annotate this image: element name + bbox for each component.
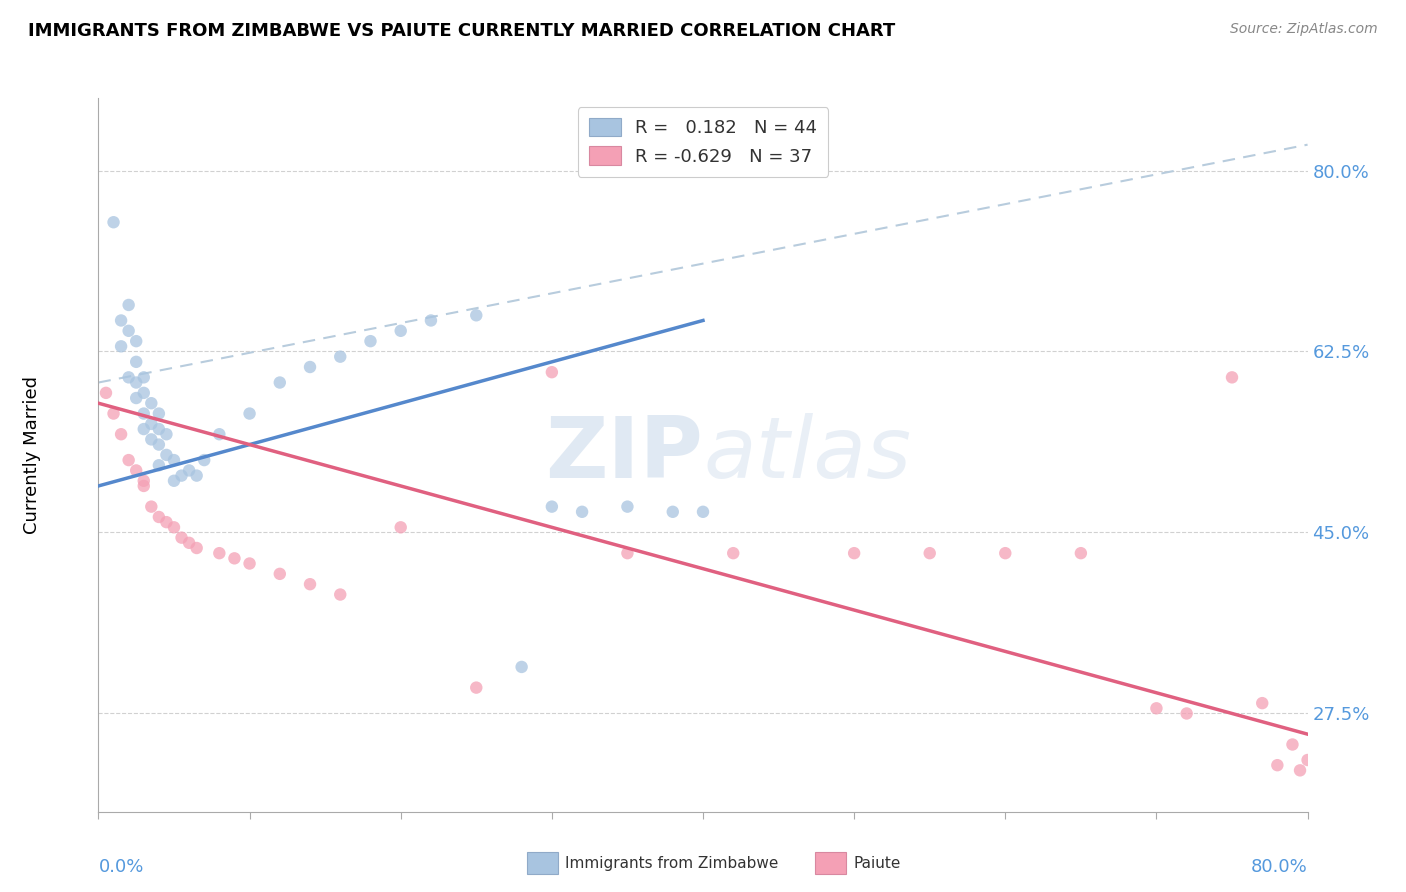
Text: 80.0%: 80.0% — [1251, 858, 1308, 876]
Point — [141, 396, 163, 410]
Point — [141, 417, 163, 431]
Point — [844, 546, 866, 560]
Point — [1175, 706, 1198, 721]
Point — [177, 463, 201, 477]
Point — [329, 350, 352, 364]
Point — [177, 536, 201, 550]
Point — [1220, 370, 1243, 384]
Point — [419, 313, 441, 327]
Text: Immigrants from Zimbabwe: Immigrants from Zimbabwe — [565, 856, 779, 871]
Point — [103, 215, 125, 229]
Point — [299, 359, 322, 374]
Point — [118, 324, 141, 338]
Point — [186, 541, 208, 555]
Point — [918, 546, 941, 560]
Point — [163, 520, 186, 534]
Point — [132, 407, 155, 421]
Point — [132, 422, 155, 436]
Point — [186, 468, 208, 483]
Point — [110, 313, 132, 327]
Point — [299, 577, 322, 591]
Point — [616, 546, 638, 560]
Point — [125, 391, 148, 405]
Point — [239, 407, 262, 421]
Point — [510, 660, 533, 674]
Text: Paiute: Paiute — [853, 856, 901, 871]
Point — [118, 298, 141, 312]
Point — [103, 407, 125, 421]
Point — [170, 531, 193, 545]
Point — [170, 468, 193, 483]
Point — [389, 324, 412, 338]
Point — [125, 334, 148, 348]
Point — [193, 453, 215, 467]
Point — [148, 407, 170, 421]
Point — [155, 515, 177, 529]
Point — [125, 463, 148, 477]
Point — [163, 474, 186, 488]
Point — [110, 427, 132, 442]
Point — [360, 334, 382, 348]
Point — [132, 479, 155, 493]
Point — [1281, 738, 1303, 752]
Point — [1144, 701, 1167, 715]
Point — [155, 448, 177, 462]
Point — [465, 681, 488, 695]
Point — [616, 500, 638, 514]
Point — [132, 385, 155, 400]
Point — [389, 520, 412, 534]
Point — [118, 370, 141, 384]
Point — [692, 505, 714, 519]
Text: ZIP: ZIP — [546, 413, 703, 497]
Point — [208, 427, 231, 442]
Point — [1251, 696, 1274, 710]
Point — [125, 355, 148, 369]
Text: IMMIGRANTS FROM ZIMBABWE VS PAIUTE CURRENTLY MARRIED CORRELATION CHART: IMMIGRANTS FROM ZIMBABWE VS PAIUTE CURRE… — [28, 22, 896, 40]
Legend: R =   0.182   N = 44, R = -0.629   N = 37: R = 0.182 N = 44, R = -0.629 N = 37 — [578, 107, 828, 177]
Point — [465, 308, 488, 322]
Point — [148, 458, 170, 473]
Point — [994, 546, 1017, 560]
Point — [329, 588, 352, 602]
Point — [661, 505, 683, 519]
Text: Currently Married: Currently Married — [22, 376, 41, 534]
Point — [540, 500, 562, 514]
Point — [125, 376, 148, 390]
Point — [208, 546, 231, 560]
Point — [141, 433, 163, 447]
Point — [721, 546, 744, 560]
Point — [1289, 764, 1312, 778]
Point — [224, 551, 246, 566]
Point — [163, 453, 186, 467]
Point — [118, 453, 141, 467]
Point — [132, 474, 155, 488]
Text: Source: ZipAtlas.com: Source: ZipAtlas.com — [1230, 22, 1378, 37]
Point — [155, 427, 177, 442]
Point — [1265, 758, 1288, 772]
Point — [540, 365, 562, 379]
Point — [1070, 546, 1092, 560]
Point — [269, 566, 291, 581]
Text: 0.0%: 0.0% — [98, 858, 143, 876]
Point — [141, 500, 163, 514]
Point — [148, 510, 170, 524]
Point — [110, 339, 132, 353]
Point — [132, 370, 155, 384]
Point — [148, 422, 170, 436]
Point — [148, 437, 170, 451]
Point — [239, 557, 262, 571]
Point — [571, 505, 593, 519]
Point — [269, 376, 291, 390]
Text: atlas: atlas — [703, 413, 911, 497]
Point — [1296, 753, 1319, 767]
Point — [94, 385, 117, 400]
